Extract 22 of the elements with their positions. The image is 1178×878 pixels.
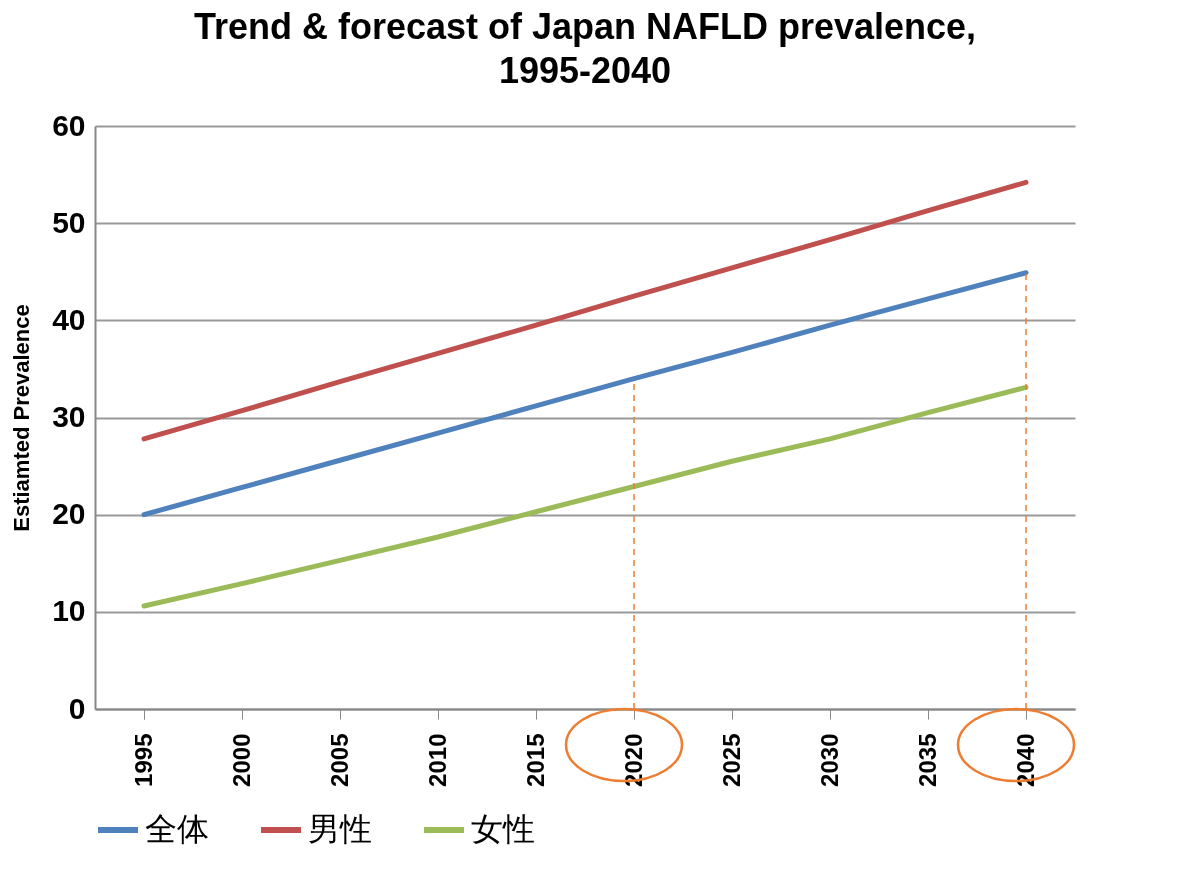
x-tick-label: 1995 bbox=[129, 733, 157, 787]
y-tick-label: 30 bbox=[52, 400, 86, 433]
x-tick-label: 2015 bbox=[521, 733, 549, 787]
legend-label: 男性 bbox=[308, 811, 372, 847]
y-tick-label: 40 bbox=[52, 302, 86, 336]
x-tick-label: 2020 bbox=[619, 733, 647, 787]
y-axis-title: Estiamted Prevalence bbox=[9, 304, 35, 532]
y-tick-label: 0 bbox=[68, 691, 86, 725]
x-tick-label: 2040 bbox=[1011, 733, 1039, 787]
y-tick-label: 50 bbox=[52, 205, 86, 239]
legend-label: 全体 bbox=[145, 811, 209, 847]
y-tick-label: 20 bbox=[52, 497, 86, 531]
legend-label: 女性 bbox=[471, 811, 535, 847]
y-tick-label: 60 bbox=[52, 108, 86, 142]
x-tick-label: 2035 bbox=[913, 733, 941, 787]
x-tick-label: 2030 bbox=[815, 733, 843, 787]
x-tick-label: 2000 bbox=[227, 733, 255, 787]
x-tick-label: 2025 bbox=[717, 733, 745, 787]
chart-title: Trend & forecast of Japan NAFLD prevalence, 1995-2040 bbox=[193, 6, 977, 91]
x-tick-label: 2005 bbox=[325, 733, 353, 787]
x-tick-label: 2010 bbox=[423, 733, 451, 787]
y-tick-label: 10 bbox=[52, 594, 86, 628]
